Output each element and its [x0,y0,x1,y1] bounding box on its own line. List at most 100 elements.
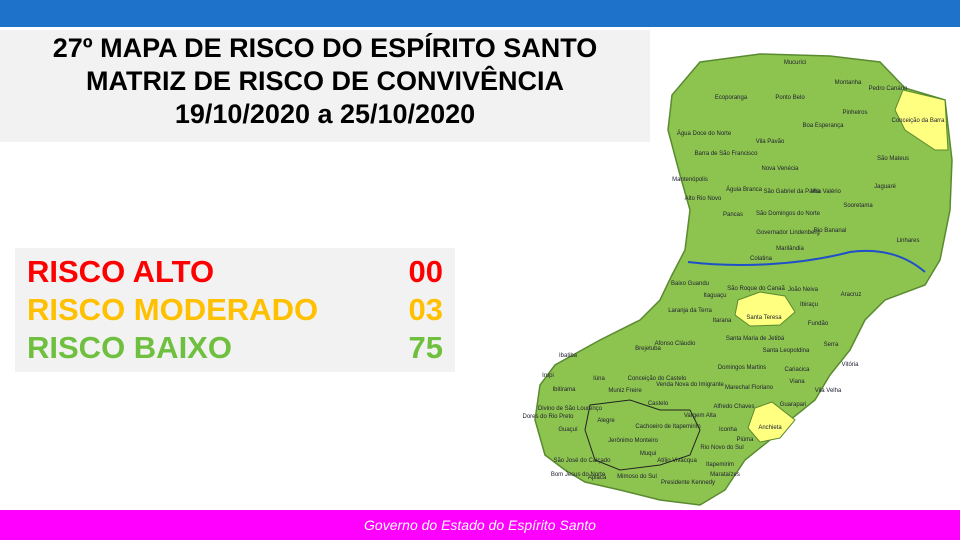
municipality-label: Mimoso do Sul [617,474,657,480]
municipality-label: Colatina [750,256,773,262]
municipality-label: Cachoeiro de Itapemirim [635,424,700,430]
municipality-label: Pedro Canário [869,86,908,92]
river [687,249,926,273]
district-border [584,399,701,471]
municipality-label: Guarapari [780,402,807,408]
municipality-label: Fundão [808,321,829,327]
municipality-label: Linhares [896,238,919,244]
municipality-label: Cariacica [784,367,810,373]
municipality-label: Marataízes [710,472,740,478]
risk-label: RISCO BAIXO [27,330,232,365]
municipality-label: Vila Pavão [756,139,785,145]
risk-label: RISCO MODERADO [27,292,318,327]
title-box [0,30,650,142]
municipality-label: Brejetuba [635,346,661,352]
title-line: 19/10/2020 a 25/10/2020 [175,99,475,129]
municipality-label: Rio Novo do Sul [700,445,743,451]
municipality-label: Muqui [640,451,656,457]
municipality-label: Santa Maria de Jetibá [726,336,785,342]
municipality-label: Conceição do Castelo [628,376,687,382]
municipality-label: Divino de São Lourenço [538,406,603,412]
map [534,53,953,506]
footer-bar [0,510,960,540]
municipality-label: Baixo Guandu [671,281,709,287]
municipality-label: Vila Valério [811,189,841,195]
municipality-label: João Neiva [788,287,819,293]
municipality-label: Piúma [736,437,754,443]
municipality-label: Itapemirim [706,462,734,468]
region-anchieta [747,401,796,443]
municipality-label: Barra de São Francisco [694,151,758,157]
municipality-label: Águia Branca [726,186,763,193]
municipality-label: Governador Lindenberg [756,230,819,236]
municipality-label: Iúna [593,376,605,382]
municipality-label: Água Doce do Norte [677,130,732,137]
region-santa-teresa [734,291,796,327]
municipality-label: Vargem Alta [684,413,717,419]
municipality-label: Conceição da Barra [891,118,945,124]
municipality-label: Jaguaré [874,184,896,190]
municipality-label: Aracruz [841,292,862,298]
municipality-label: Venda Nova do Imigrante [656,382,724,388]
region-conceicao-da-barra [894,89,949,151]
municipality-label: Castelo [648,401,669,407]
legend-box [15,248,455,372]
municipality-label: Muniz Freire [608,388,642,394]
municipality-label: Serra [824,342,839,348]
municipality-label: São Roque do Canaã [727,286,785,292]
municipality-label: Marechal Floriano [725,385,774,391]
municipality-label: Rio Bananal [814,228,847,234]
municipality-label: São Mateus [877,156,909,162]
risk-count: 00 [409,254,443,289]
municipality-label: Alfredo Chaves [713,404,754,410]
municipality-label: Domingos Martins [718,365,766,371]
municipality-label: Mucurici [784,60,806,66]
municipality-label: São José do Calçado [553,458,611,464]
risk-label: RISCO ALTO [27,254,214,289]
municipality-label: Atílio Vivácqua [657,458,697,464]
municipality-label: Santa Leopoldina [763,348,810,354]
state-outline [534,53,953,506]
top-bar [0,0,960,27]
municipality-label: Ponto Belo [775,95,805,101]
municipality-label: Ibatiba [559,353,578,359]
footer-text: Governo do Estado do Espírito Santo [364,517,596,533]
municipality-label: Marilândia [776,246,804,252]
municipality-label: Jerônimo Monteiro [608,438,658,444]
municipality-label: Pancas [723,212,743,218]
municipality-label: São Gabriel da Palha [763,189,821,195]
municipality-label: Mantenópolis [672,177,708,183]
risk-count: 75 [409,330,443,365]
municipality-label: Ecoporanga [715,95,748,101]
municipality-label: Guaçuí [558,427,578,433]
municipality-label: Vitória [842,362,860,368]
title-line: 27º MAPA DE RISCO DO ESPÍRITO SANTO [53,32,597,63]
municipality-label: São Domingos do Norte [756,211,821,217]
municipality-label: Itaguaçu [703,293,726,299]
municipality-label: Apiacá [588,475,607,481]
municipality-label: Boa Esperança [802,123,844,129]
municipality-label: Viana [789,379,805,385]
municipality-label: Alto Rio Novo [685,196,722,202]
municipality-label: Itarana [713,318,732,324]
municipality-label: Laranja da Terra [668,308,712,314]
municipality-label: Santa Teresa [746,315,782,321]
municipality-label: Bom Jesus do Norte [551,472,606,478]
title-line: MATRIZ DE RISCO DE CONVIVÊNCIA [86,65,564,96]
municipality-label: Irupi [542,373,554,379]
municipality-label: Ibitirama [552,387,576,393]
municipality-label: Iconha [719,427,738,433]
municipality-label: Afonso Cláudio [655,341,696,347]
risk-count: 03 [409,292,443,327]
municipality-label: Presidente Kennedy [661,480,715,486]
municipality-label: Vila Velha [815,388,842,394]
municipality-label: Dores do Rio Preto [522,414,574,420]
municipality-label: Anchieta [758,425,782,431]
municipality-label: Nova Venécia [761,166,799,172]
municipality-label: Ibiraçu [800,302,818,308]
municipality-label: Sooretama [843,203,873,209]
municipality-label: Montanha [835,80,862,86]
municipality-label: Pinheiros [842,110,867,116]
